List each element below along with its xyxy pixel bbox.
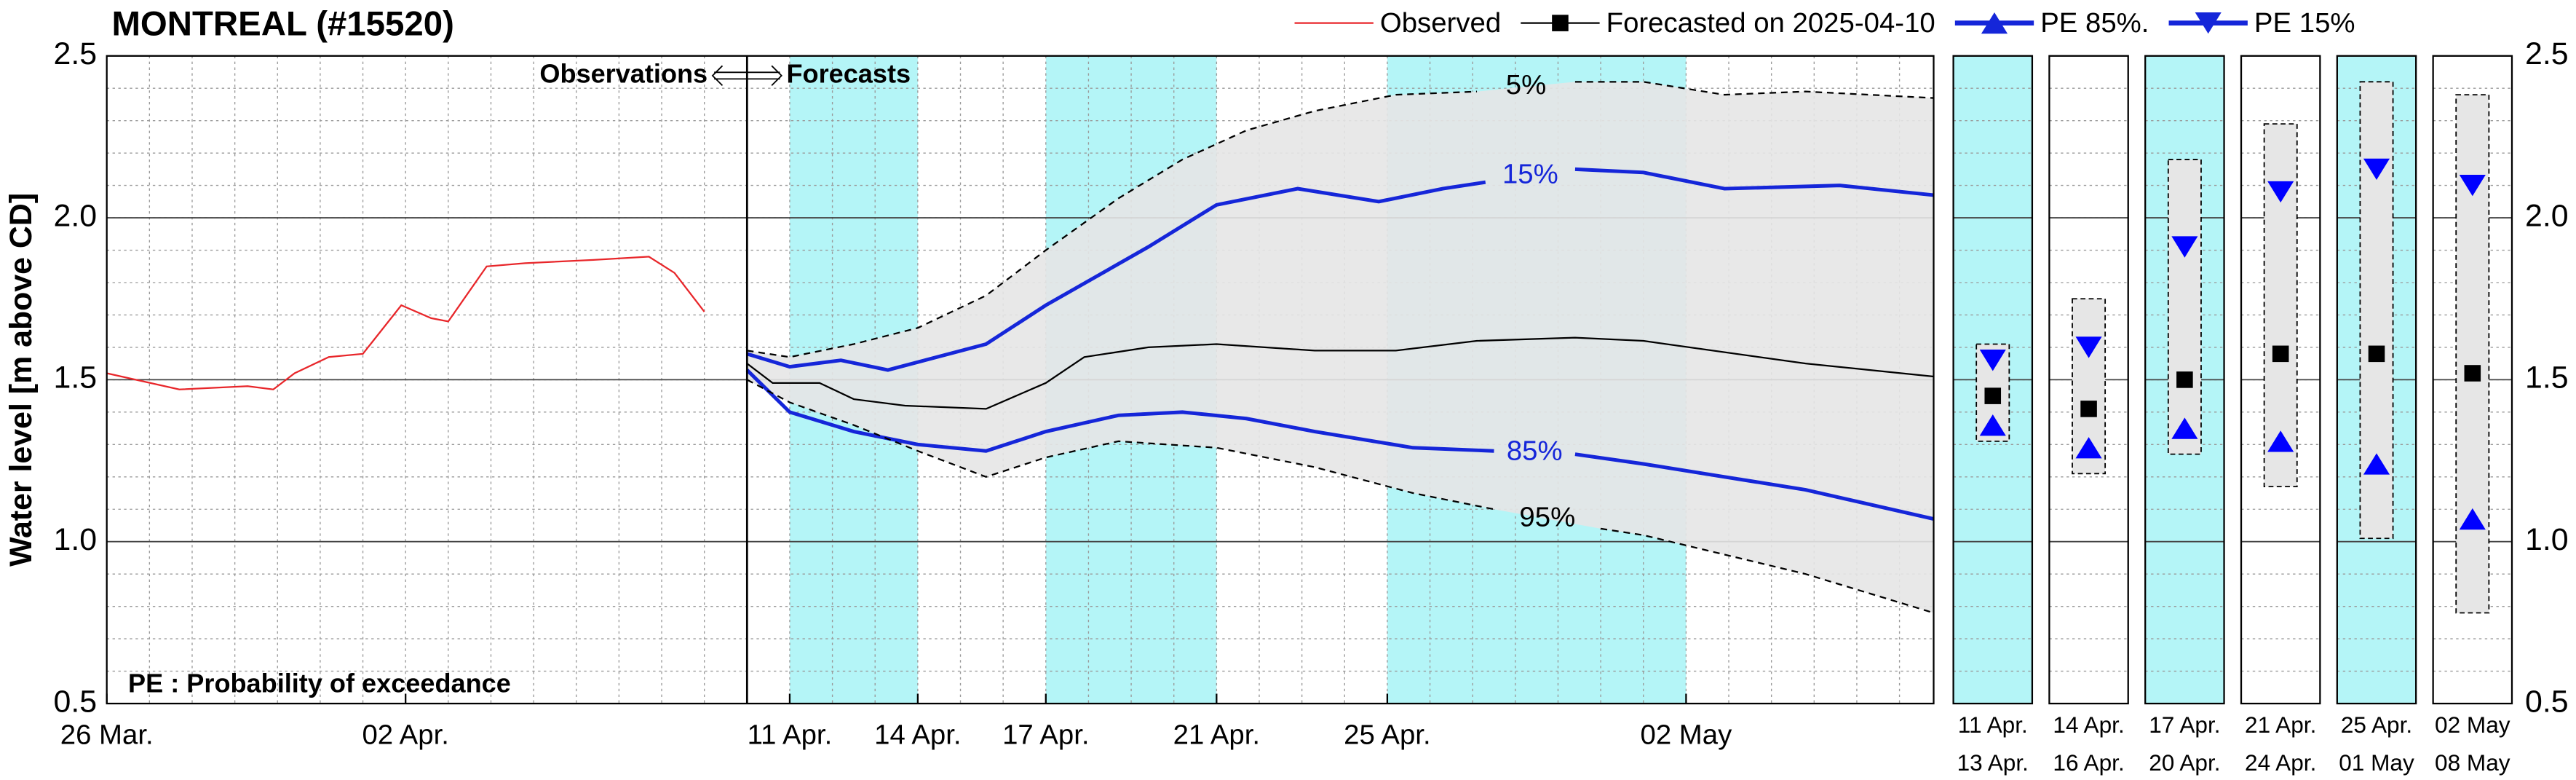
range-marker (2459, 174, 2486, 197)
range-marker (2080, 401, 2097, 417)
panel-frame (2048, 55, 2129, 705)
series-line (106, 256, 705, 390)
exceedance-range (2455, 94, 2490, 614)
line-label: 5% (1506, 69, 1546, 101)
arrow (711, 65, 782, 87)
plot-frame (106, 55, 1935, 705)
x-tick-label: 14 Apr. (2053, 712, 2124, 738)
x-tick-label: 02 May (2435, 712, 2510, 738)
range-marker (2363, 453, 2390, 475)
range-marker (2075, 437, 2102, 459)
annotation: Observations (539, 58, 708, 88)
panel-frame (2144, 55, 2225, 705)
x-tick-label: 21 Apr. (1173, 719, 1260, 750)
range-marker (2363, 158, 2390, 181)
exceedance-range (2167, 159, 2202, 455)
range-marker (1984, 387, 2002, 404)
range-marker (2272, 345, 2289, 363)
annotation: PE : Probability of exceedance (128, 669, 511, 698)
chart-title: MONTREAL (#15520) (111, 5, 453, 44)
series-line (747, 81, 1934, 358)
legend-label: Observed (1380, 7, 1501, 39)
series-line (746, 336, 1934, 410)
series-line (745, 369, 1935, 521)
x-tick-label: 26 Mar. (60, 719, 154, 750)
y-axis-label: Water level [m above CD] (4, 193, 39, 567)
y-tick-label: 1.0 (54, 522, 98, 557)
x-tick-label: 13 Apr. (1957, 749, 2029, 776)
y-tick-label: 1.0 (2525, 522, 2569, 557)
y-tick-label: 2.5 (54, 36, 98, 71)
range-marker (2459, 508, 2486, 530)
y-tick-label: 2.0 (2525, 198, 2569, 233)
x-tick-label: 16 Apr. (2053, 749, 2124, 776)
panel-frame (2240, 55, 2321, 705)
range-marker (1979, 414, 2006, 436)
line-label: 85% (1507, 436, 1563, 467)
legend-label: PE 85%. (2040, 7, 2149, 39)
x-tick-label: 02 Apr. (362, 719, 448, 750)
x-tick-label: 20 Apr. (2149, 749, 2220, 776)
x-tick-label: 25 Apr. (1344, 719, 1430, 750)
line-label: 95% (1519, 502, 1575, 533)
range-marker (2171, 417, 2198, 439)
x-tick-label: 08 May (2435, 749, 2510, 776)
x-tick-label: 01 May (2339, 749, 2414, 776)
range-marker (1979, 350, 2006, 371)
y-tick-label: 0.5 (2525, 684, 2569, 719)
legend-marker (2195, 12, 2222, 34)
x-tick-label: 11 Apr. (1958, 712, 2028, 738)
y-tick-label: 2.5 (2525, 36, 2569, 71)
x-tick-label: 02 May (1640, 719, 1732, 750)
range-marker (2464, 365, 2481, 382)
x-tick-label: 24 Apr. (2245, 749, 2316, 776)
range-marker (2267, 430, 2294, 452)
x-tick-label: 21 Apr. (2245, 712, 2316, 738)
x-tick-label: 25 Apr. (2341, 712, 2412, 738)
range-marker (2267, 181, 2294, 203)
x-tick-label: 17 Apr. (2149, 712, 2220, 738)
panel-frame (2336, 55, 2417, 705)
annotation: Forecasts (786, 58, 911, 88)
range-marker (2368, 345, 2385, 363)
y-tick-label: 1.5 (2525, 361, 2569, 395)
range-marker (2075, 336, 2102, 358)
exceedance-band (747, 82, 1934, 613)
x-tick-label: 11 Apr. (748, 719, 833, 750)
x-tick-label: 14 Apr. (874, 719, 961, 750)
y-tick-label: 2.0 (54, 198, 98, 233)
range-marker (2171, 236, 2198, 258)
x-tick-label: 17 Apr. (1002, 719, 1089, 750)
series-line (746, 167, 1934, 372)
line-label: 15% (1502, 158, 1558, 189)
legend-marker (1552, 15, 1569, 31)
y-tick-label: 1.5 (54, 361, 98, 395)
legend-label: Forecasted on 2025-04-10 (1606, 7, 1935, 39)
legend-label: PE 15% (2254, 7, 2355, 39)
range-marker (2176, 371, 2193, 388)
series-line (746, 379, 1934, 614)
panel-frame (2432, 55, 2513, 705)
y-tick-label: 0.5 (54, 684, 98, 719)
panel-frame (1952, 55, 2034, 705)
legend-marker (1981, 12, 2008, 34)
